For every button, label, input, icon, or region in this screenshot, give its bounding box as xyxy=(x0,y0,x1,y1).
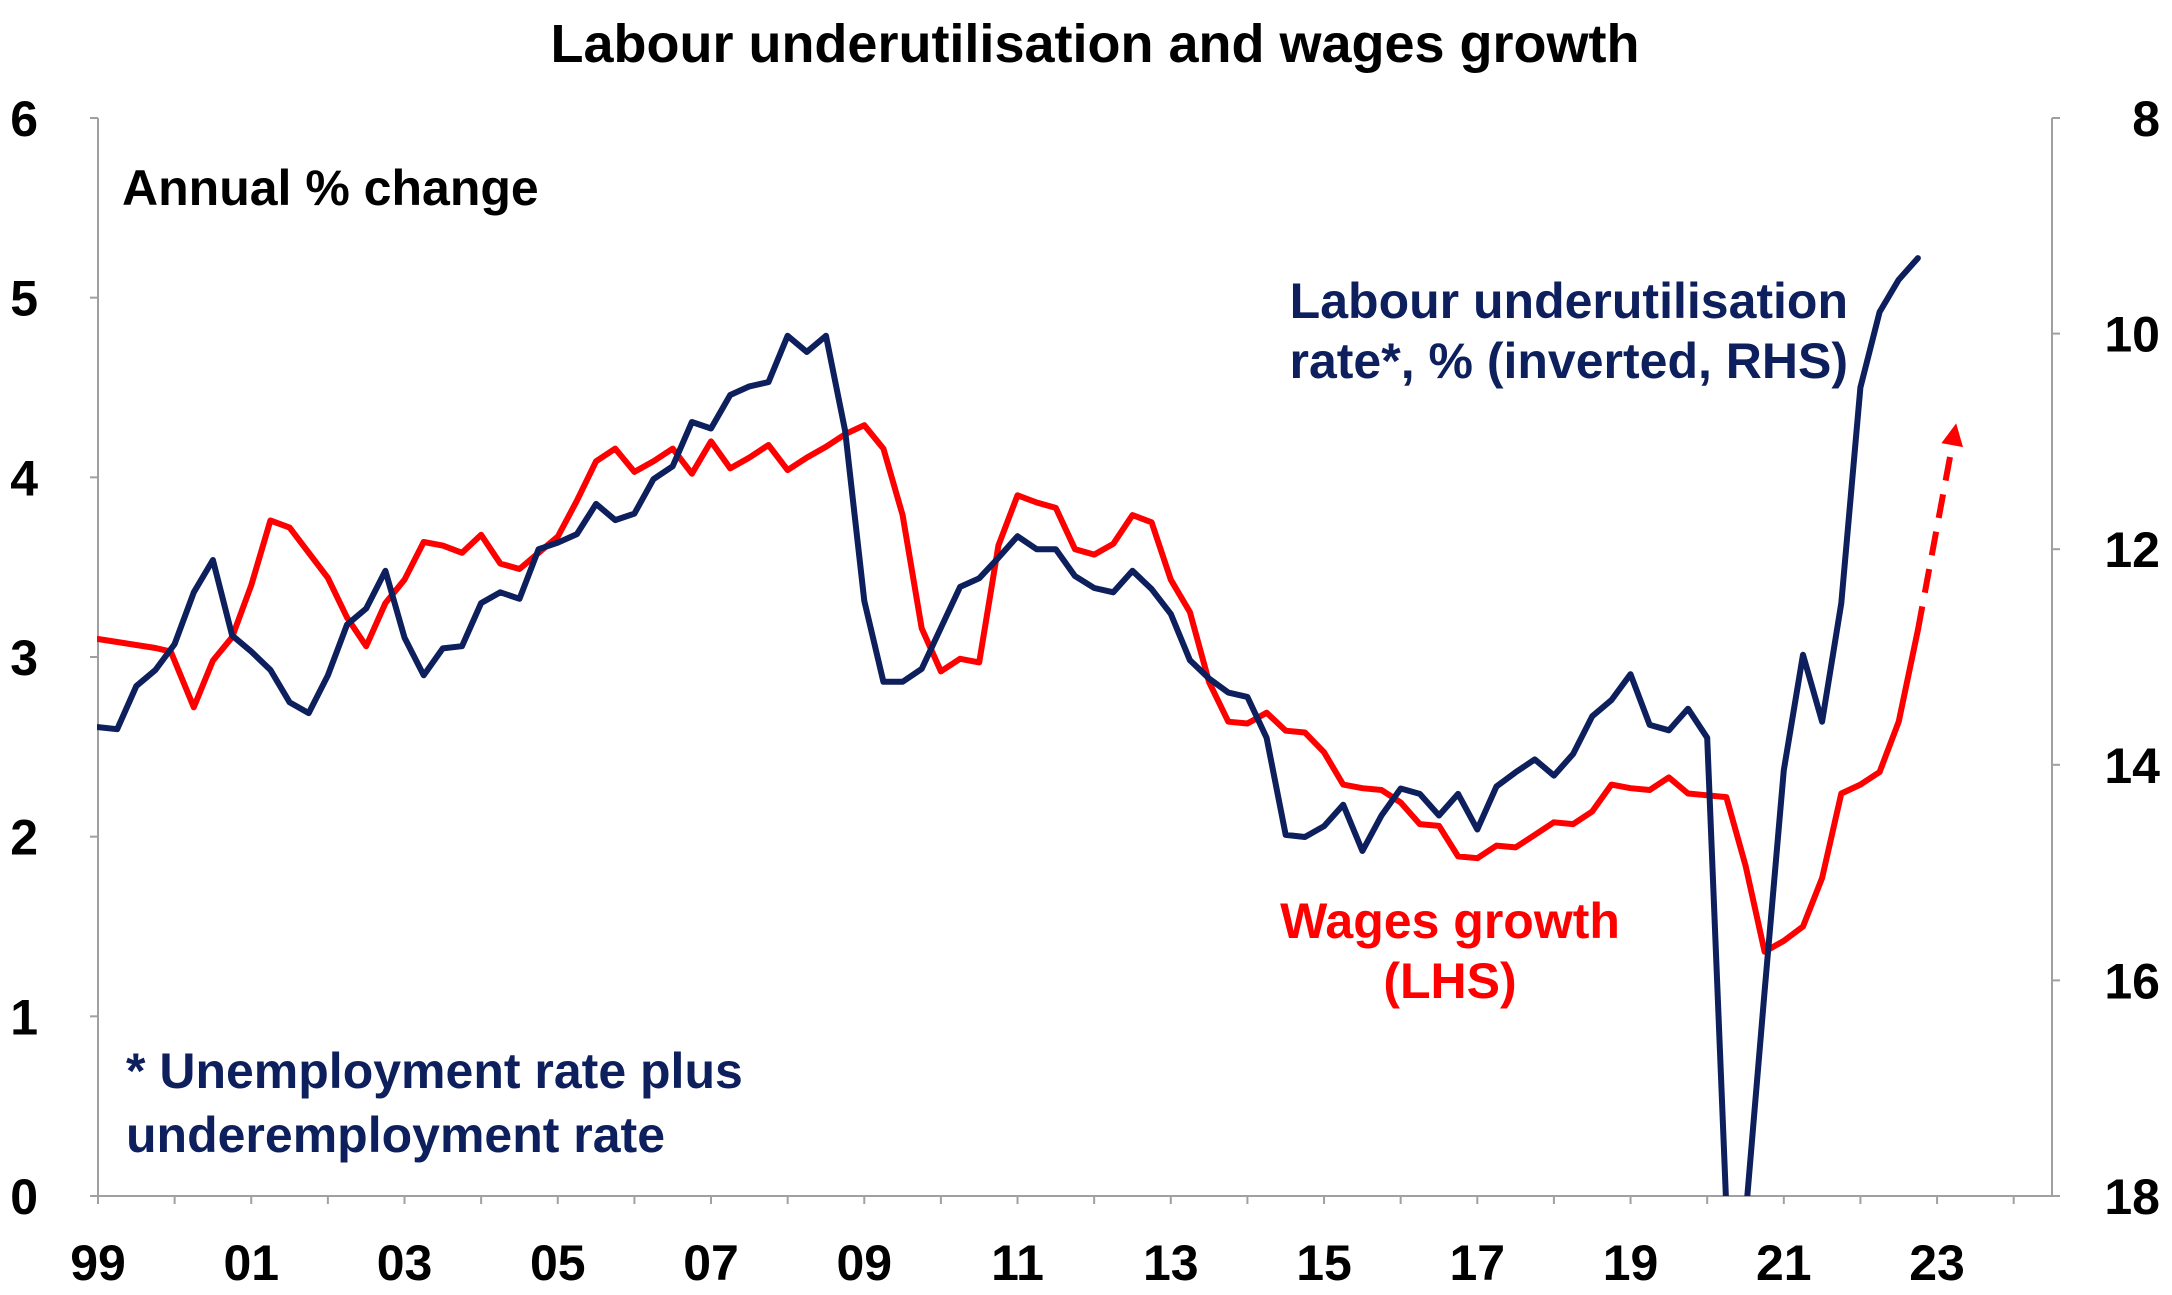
right-tick-label: 8 xyxy=(2132,91,2160,147)
wages-growth-line xyxy=(97,422,1921,955)
left-tick-label: 1 xyxy=(10,989,38,1045)
underutilisation-label-line1: Labour underutilisation xyxy=(1290,273,1848,329)
right-tick-label: 12 xyxy=(2104,522,2160,578)
x-tick-label: 23 xyxy=(1909,1235,1965,1291)
x-axis-ticks: 99 01 03 05 07 09 11 13 15 17 19 21 23 xyxy=(70,1196,2015,1291)
footnote-line2: underemployment rate xyxy=(126,1107,665,1163)
x-tick-label: 17 xyxy=(1449,1235,1505,1291)
left-tick-label: 4 xyxy=(10,450,38,506)
left-tick-label: 5 xyxy=(10,271,38,327)
footnote-line1: * Unemployment rate plus xyxy=(126,1043,743,1099)
x-tick-label: 09 xyxy=(836,1235,892,1291)
left-tick-label: 2 xyxy=(10,810,38,866)
x-tick-label: 99 xyxy=(70,1235,126,1291)
right-tick-label: 18 xyxy=(2104,1169,2160,1225)
series-layer xyxy=(97,255,1963,1196)
left-axis-ticks: 0 1 2 3 4 5 6 xyxy=(10,91,98,1225)
x-tick-label: 19 xyxy=(1603,1235,1659,1291)
left-tick-label: 6 xyxy=(10,91,38,147)
x-tick-label: 05 xyxy=(530,1235,586,1291)
chart-title: Labour underutilisation and wages growth xyxy=(550,14,1639,74)
left-tick-label: 3 xyxy=(10,630,38,686)
right-tick-label: 10 xyxy=(2104,307,2160,363)
wages-projection-arrowhead xyxy=(1941,423,1963,448)
underutilisation-line xyxy=(97,255,1921,1196)
x-tick-label: 11 xyxy=(991,1235,1044,1291)
x-tick-label: 03 xyxy=(377,1235,433,1291)
subtitle-annual-change: Annual % change xyxy=(122,160,539,216)
right-axis-ticks: 8 10 12 14 16 18 xyxy=(2052,91,2160,1225)
right-tick-label: 14 xyxy=(2104,738,2160,794)
left-tick-label: 0 xyxy=(10,1169,38,1225)
wages-label-line2: (LHS) xyxy=(1383,953,1516,1009)
x-tick-label: 13 xyxy=(1143,1235,1199,1291)
underutilisation-label-line2: rate*, % (inverted, RHS) xyxy=(1290,333,1848,389)
wages-projection-dashed-line xyxy=(1914,444,1956,631)
x-tick-label: 15 xyxy=(1296,1235,1352,1291)
wages-label-line1: Wages growth xyxy=(1280,893,1620,949)
x-tick-label: 21 xyxy=(1756,1235,1812,1291)
x-tick-label: 01 xyxy=(223,1235,279,1291)
x-tick-label: 07 xyxy=(683,1235,739,1291)
right-tick-label: 16 xyxy=(2104,953,2160,1009)
